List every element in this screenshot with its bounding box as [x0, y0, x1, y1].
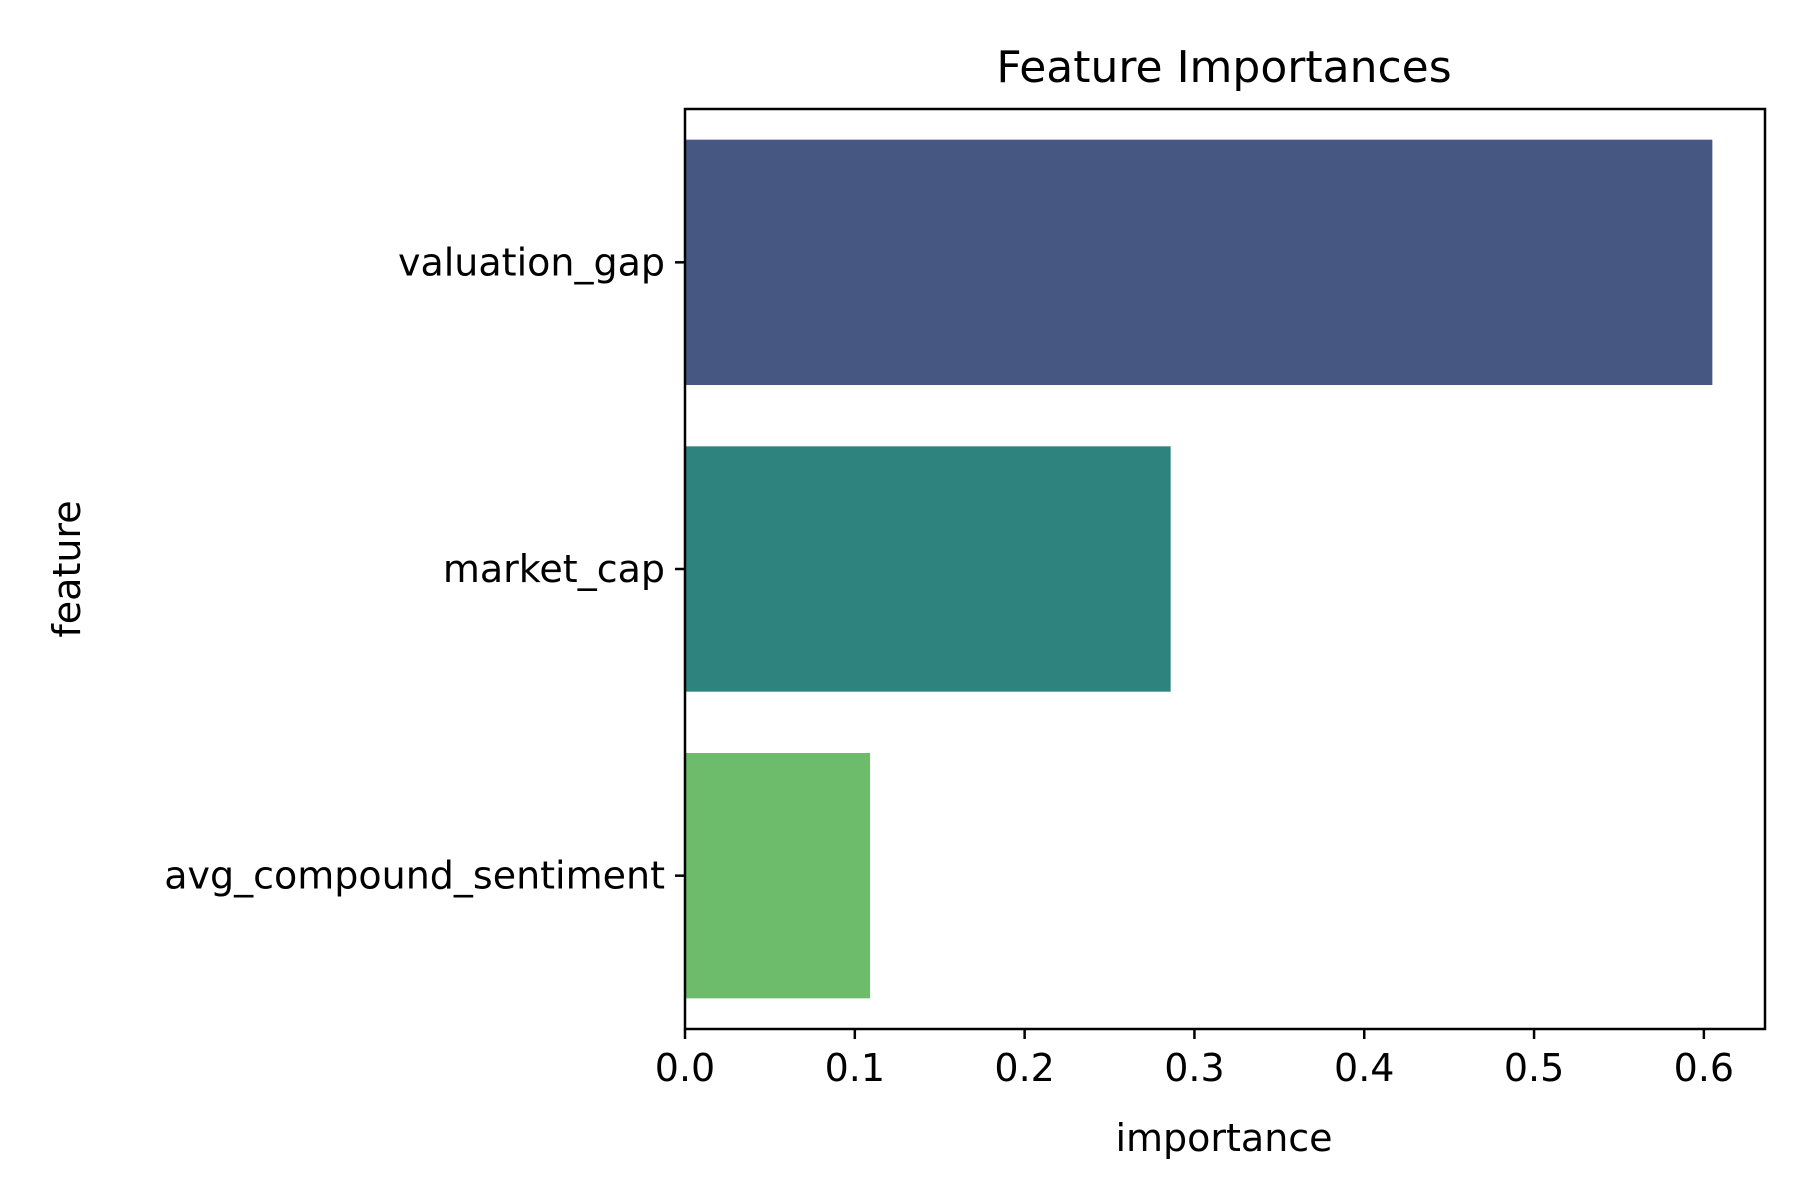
y-tick-label: avg_compound_sentiment — [164, 854, 665, 898]
y-tick-label: market_cap — [443, 547, 665, 591]
x-tick-label: 0.1 — [825, 1046, 885, 1090]
y-axis-label: feature — [45, 500, 89, 637]
bar-valuation-gap — [685, 139, 1713, 385]
bar-market-cap — [685, 446, 1171, 692]
x-tick-label: 0.3 — [1164, 1046, 1224, 1090]
bars-layer — [685, 139, 1713, 999]
x-axis-label: importance — [1115, 1116, 1332, 1160]
x-tick-label: 0.2 — [994, 1046, 1054, 1090]
plot-frame — [683, 107, 1767, 1031]
x-tick-label: 0.6 — [1674, 1046, 1734, 1090]
y-axis-ticks: valuation_gap market_cap avg_compound_sent… — [164, 240, 685, 898]
x-axis-ticks: 0.0 0.1 0.2 0.3 0.4 0.5 0.6 — [655, 1029, 1734, 1090]
bar-avg-compound-sentiment — [685, 753, 871, 999]
y-tick-label: valuation_gap — [398, 240, 665, 284]
chart-title: Feature Importances — [996, 42, 1451, 93]
x-tick-label: 0.0 — [655, 1046, 715, 1090]
x-tick-label: 0.4 — [1334, 1046, 1394, 1090]
x-tick-label: 0.5 — [1504, 1046, 1564, 1090]
